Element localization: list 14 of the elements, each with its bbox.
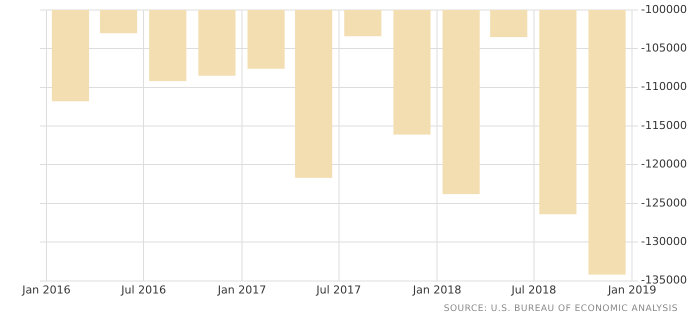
y-tick-label: -120000 (641, 158, 688, 171)
y-tick-label: -125000 (641, 196, 688, 210)
y-tick-label: -110000 (641, 80, 688, 94)
y-tick-label: -105000 (641, 42, 688, 55)
y-tick-label: -115000 (641, 118, 688, 132)
x-tick-label: Jan 2018 (412, 283, 462, 296)
x-tick-label: Jan 2016 (21, 283, 71, 296)
y-tick-label: -100000 (641, 2, 688, 16)
x-tick-label: Jan 2017 (216, 283, 266, 296)
source-note: SOURCE: U.S. BUREAU OF ECONOMIC ANALYSIS (444, 304, 678, 314)
x-tick-label: Jul 2017 (315, 283, 362, 296)
y-tick-label: -130000 (641, 234, 688, 248)
x-tick-label: Jul 2016 (120, 283, 166, 296)
x-tick-label: Jul 2018 (510, 283, 556, 296)
